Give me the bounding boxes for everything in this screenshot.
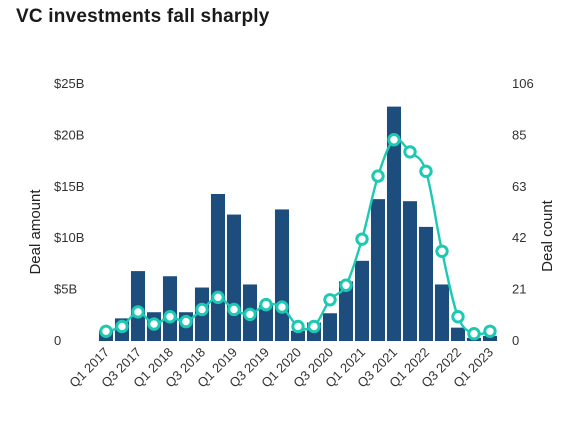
deal-count-point	[371, 169, 385, 183]
y2-tick-label: 106	[512, 76, 534, 91]
deal-count-point	[243, 307, 257, 322]
deal-count-point	[483, 324, 497, 338]
deal-count-point	[307, 319, 321, 334]
deal-count-point	[435, 244, 449, 258]
y-tick-label: $10B	[54, 230, 84, 245]
deal-count-point	[419, 164, 433, 178]
y-tick-label: $25B	[54, 76, 84, 91]
deal-count-point	[195, 302, 209, 317]
chart-title: VC investments fall sharply	[16, 6, 270, 27]
deal-count-point	[339, 278, 353, 292]
bar-q1-2023	[482, 335, 498, 341]
deal-count-point	[227, 302, 241, 317]
deal-count-point	[211, 290, 225, 305]
bar-q4-2020	[338, 281, 354, 341]
deal-count-point	[403, 145, 417, 159]
bars-group	[98, 106, 498, 342]
deal-count-point	[131, 305, 145, 319]
deal-count-point	[451, 310, 465, 324]
y2-tick-label: 63	[512, 179, 526, 194]
bar-q1-2018	[162, 276, 178, 341]
deal-count-point	[291, 319, 305, 334]
deal-count-point	[163, 310, 177, 324]
deal-count-point	[275, 300, 289, 314]
bar-q3-2022	[450, 327, 466, 341]
y2-tick-label: 21	[512, 282, 526, 297]
deal-count-point	[115, 319, 129, 334]
bar-q3-2019	[258, 305, 274, 341]
deal-count-point	[99, 324, 113, 338]
deal-count-point	[467, 327, 481, 341]
bar-q2-2021	[370, 199, 386, 341]
y-axis-label: Deal amount	[27, 189, 44, 275]
bar-q1-2020	[290, 330, 306, 341]
deal-count-point	[259, 297, 273, 312]
bar-q4-2021	[402, 201, 418, 341]
y2-tick-label: 42	[512, 230, 526, 245]
bar-q1-2021	[354, 260, 370, 341]
bar-q4-2018	[210, 194, 226, 341]
bar-q2-2022	[434, 284, 450, 341]
y2-axis-label: Deal count	[539, 199, 556, 272]
bar-q3-2020	[322, 313, 338, 341]
bar-q1-2019	[226, 214, 242, 341]
y-tick-label: $5B	[54, 282, 77, 297]
y-tick-label: 0	[54, 333, 61, 348]
line-group	[99, 133, 497, 341]
y2-tick-label: 0	[512, 333, 519, 348]
bar-q1-2022	[418, 226, 434, 341]
bar-q4-2019	[274, 209, 290, 341]
deal-count-point	[355, 232, 369, 246]
y-tick-label: $15B	[54, 179, 84, 194]
deal-count-point	[179, 314, 193, 329]
y-tick-label: $20B	[54, 127, 84, 142]
deal-count-point	[323, 293, 337, 307]
y2-tick-label: 85	[512, 127, 526, 142]
deal-count-point	[147, 317, 161, 331]
bar-q3-2021	[386, 106, 402, 342]
deal-count-point	[387, 133, 401, 147]
